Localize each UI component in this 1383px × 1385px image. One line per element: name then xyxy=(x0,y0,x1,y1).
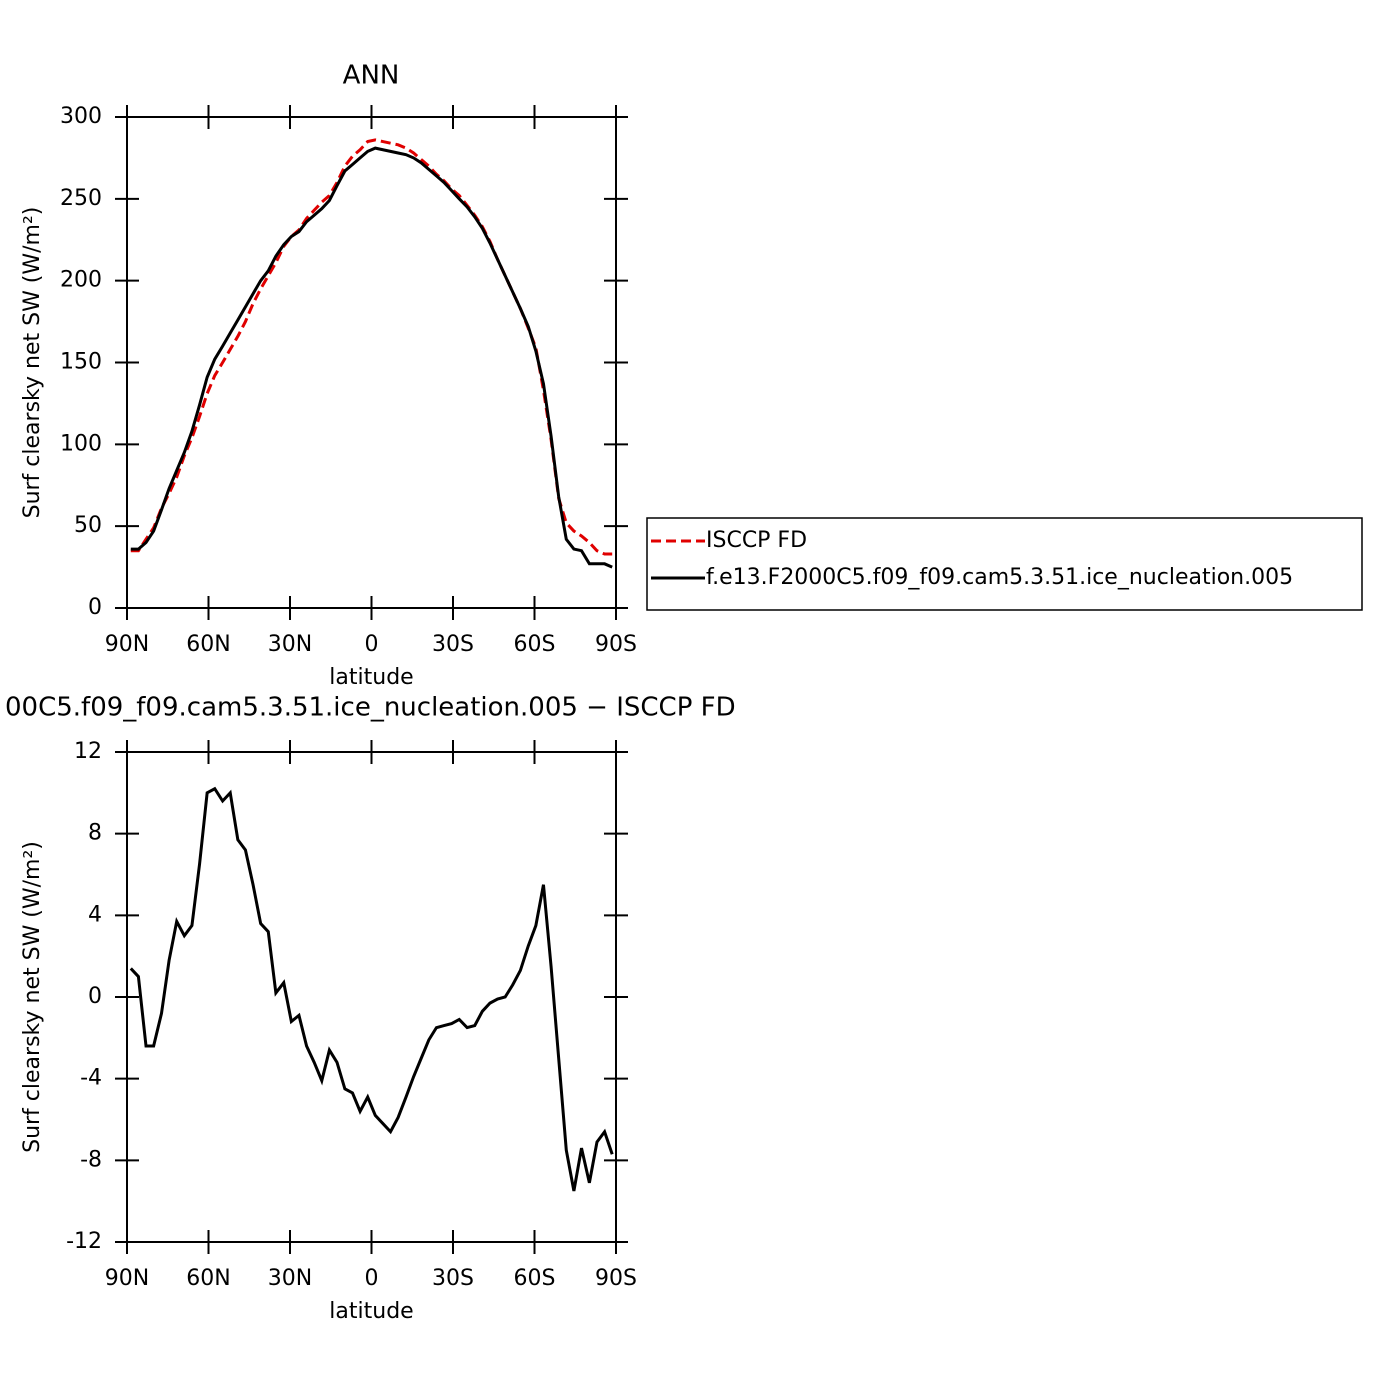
legend-label: f.e13.F2000C5.f09_f09.cam5.3.51.ice_nucl… xyxy=(706,565,1293,590)
series-line xyxy=(130,138,613,556)
y-axis-label: Surf clearsky net SW (W/m²) xyxy=(20,207,45,519)
y-tick-label: 300 xyxy=(60,104,102,129)
series-line xyxy=(129,786,614,1192)
x-tick-label: 0 xyxy=(365,1266,379,1291)
x-tick-label: 90N xyxy=(105,1266,149,1291)
y-tick-label: -12 xyxy=(66,1229,102,1254)
x-tick-label: 30S xyxy=(432,632,474,657)
x-tick-label: 90S xyxy=(595,632,637,657)
y-tick-label: 8 xyxy=(88,821,102,846)
x-tick-label: 30N xyxy=(268,632,312,657)
y-tick-label: -8 xyxy=(80,1147,102,1172)
series-line xyxy=(130,146,613,569)
x-tick-label: 90S xyxy=(595,1266,637,1291)
x-tick-label: 60S xyxy=(514,1266,556,1291)
y-tick-label: -4 xyxy=(80,1066,102,1091)
legend-box xyxy=(646,517,1363,611)
x-tick-label: 90N xyxy=(105,632,149,657)
plot-frame xyxy=(126,751,617,1243)
x-tick-label: 30S xyxy=(432,1266,474,1291)
y-tick-label: 12 xyxy=(74,739,102,764)
legend-label: ISCCP FD xyxy=(706,528,807,553)
chart-title: ANN xyxy=(343,61,400,91)
y-tick-label: 250 xyxy=(60,186,102,211)
y-axis-label: Surf clearsky net SW (W/m²) xyxy=(20,841,45,1153)
x-tick-label: 0 xyxy=(365,632,379,657)
x-tick-label: 30N xyxy=(268,1266,312,1291)
y-tick-label: 4 xyxy=(88,902,102,927)
x-axis-label: latitude xyxy=(329,1299,413,1324)
y-tick-label: 100 xyxy=(60,431,102,456)
y-tick-label: 200 xyxy=(60,268,102,293)
x-tick-label: 60N xyxy=(186,1266,230,1291)
y-tick-label: 150 xyxy=(60,350,102,375)
plot-frame xyxy=(126,116,617,609)
y-tick-label: 0 xyxy=(88,984,102,1009)
y-tick-label: 50 xyxy=(74,513,102,538)
y-tick-label: 0 xyxy=(88,595,102,620)
x-tick-label: 60N xyxy=(186,632,230,657)
chart-title: 00C5.f09_f09.cam5.3.51.ice_nucleation.00… xyxy=(5,693,736,723)
x-axis-label: latitude xyxy=(329,665,413,690)
x-tick-label: 60S xyxy=(514,632,556,657)
